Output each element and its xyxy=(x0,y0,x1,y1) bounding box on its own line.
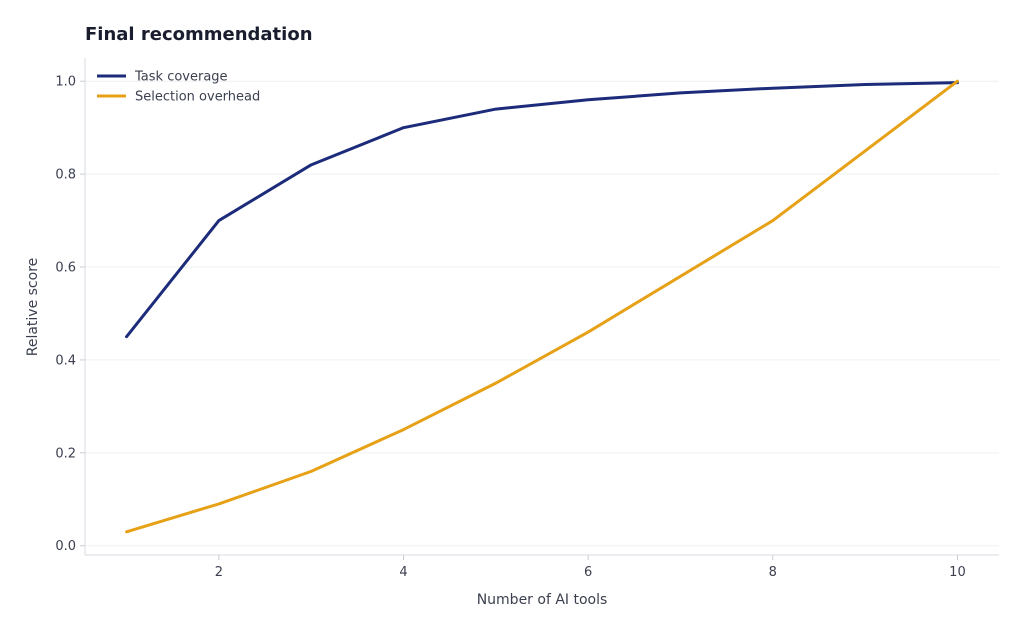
y-axis-ticks: 0.0 0.2 0.4 0.6 0.8 1.0 xyxy=(55,75,85,554)
x-axis-ticks: 2 4 6 8 10 xyxy=(215,555,966,580)
chart-title: Final recommendation xyxy=(85,24,313,45)
series-line-task-coverage xyxy=(125,81,959,339)
x-tick-label: 8 xyxy=(769,565,777,580)
x-tick-label: 10 xyxy=(949,565,966,580)
legend-label: Task coverage xyxy=(134,70,228,85)
x-tick-label: 6 xyxy=(584,565,592,580)
legend: Task coverage Selection overhead xyxy=(97,70,260,105)
series-line-selection-overhead xyxy=(125,79,959,534)
x-axis-label: Number of AI tools xyxy=(477,592,608,608)
axes-spines xyxy=(84,58,999,556)
y-tick-label: 0.0 xyxy=(55,539,76,554)
y-tick-label: 1.0 xyxy=(55,75,76,90)
y-tick-label: 0.4 xyxy=(55,353,76,368)
y-tick-label: 0.8 xyxy=(55,168,76,183)
x-tick-label: 2 xyxy=(215,565,223,580)
grid-lines xyxy=(85,80,999,547)
x-tick-label: 4 xyxy=(399,565,407,580)
y-tick-label: 0.2 xyxy=(55,446,76,461)
legend-label: Selection overhead xyxy=(135,90,260,105)
y-axis-label: Relative score xyxy=(25,258,41,357)
y-tick-label: 0.6 xyxy=(55,261,76,276)
series-lines xyxy=(125,79,959,534)
